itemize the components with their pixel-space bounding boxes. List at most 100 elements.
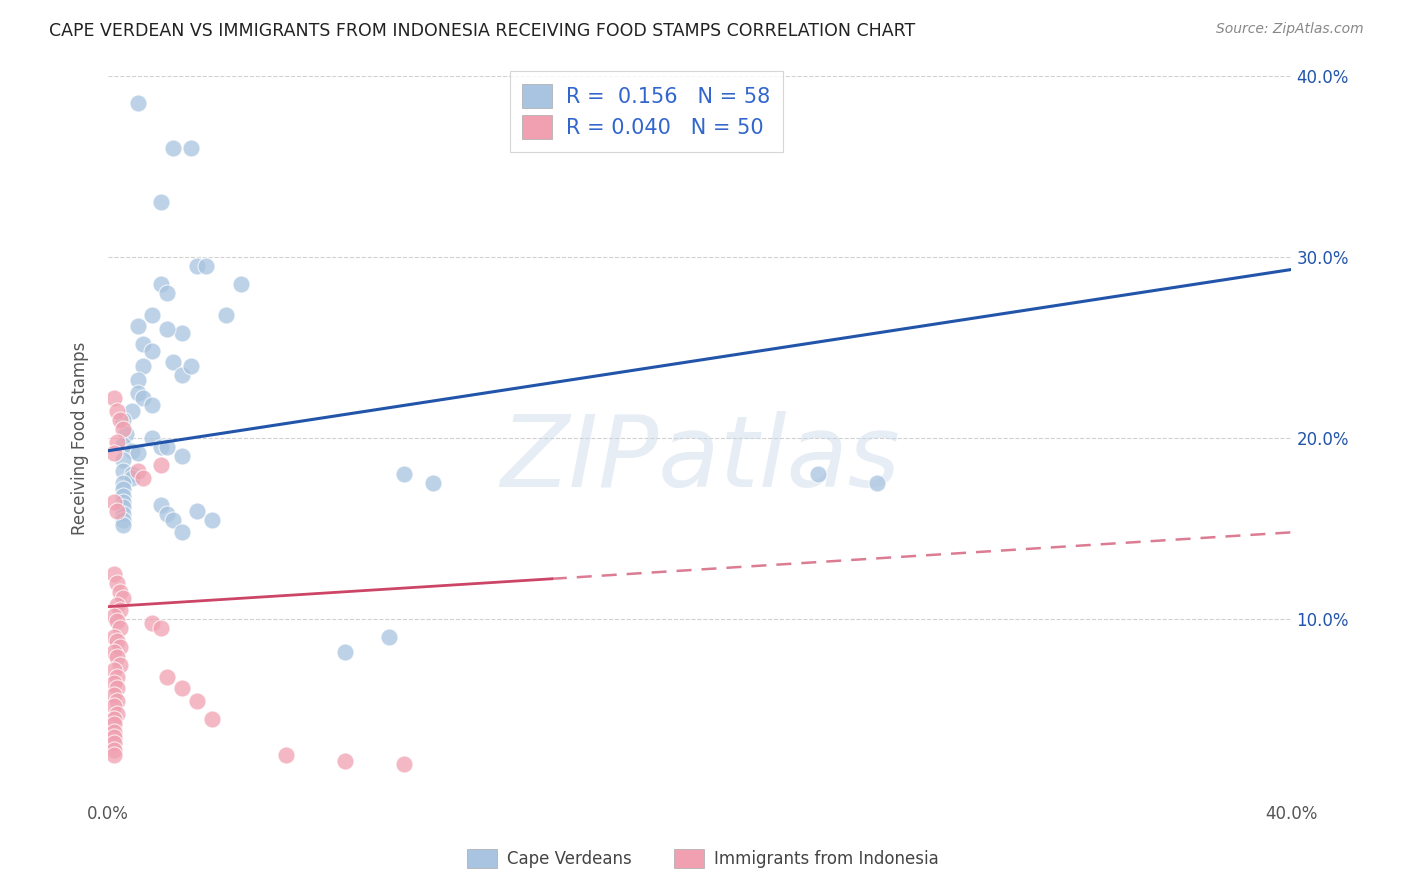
- Point: [378, 631, 401, 645]
- Point: [194, 259, 217, 273]
- Point: [103, 736, 125, 750]
- Point: [150, 277, 173, 291]
- Point: [103, 743, 125, 757]
- Point: [105, 650, 128, 665]
- Point: [170, 368, 193, 382]
- Point: [127, 385, 149, 400]
- Point: [105, 706, 128, 721]
- Point: [105, 670, 128, 684]
- Point: [105, 503, 128, 517]
- Point: [111, 489, 134, 503]
- Point: [150, 498, 173, 512]
- Point: [105, 614, 128, 628]
- Point: [170, 525, 193, 540]
- Point: [111, 422, 134, 436]
- Point: [108, 657, 131, 672]
- Point: [103, 730, 125, 744]
- Point: [127, 464, 149, 478]
- Point: [103, 645, 125, 659]
- Point: [108, 413, 131, 427]
- Point: [103, 699, 125, 714]
- Point: [170, 449, 193, 463]
- Point: [156, 440, 179, 454]
- Point: [121, 404, 143, 418]
- Point: [105, 576, 128, 591]
- Point: [150, 458, 173, 473]
- Point: [111, 438, 134, 452]
- Point: [127, 318, 149, 333]
- Point: [141, 344, 163, 359]
- Point: [141, 615, 163, 630]
- Point: [150, 621, 173, 635]
- Point: [170, 326, 193, 340]
- Point: [103, 608, 125, 623]
- Y-axis label: Receiving Food Stamps: Receiving Food Stamps: [72, 342, 89, 535]
- Point: [111, 500, 134, 514]
- Point: [111, 452, 134, 467]
- Point: [103, 724, 125, 739]
- Point: [866, 476, 889, 491]
- Point: [103, 445, 125, 459]
- Point: [162, 141, 184, 155]
- Point: [132, 336, 155, 351]
- Point: [121, 467, 143, 482]
- Point: [108, 640, 131, 654]
- Point: [150, 440, 173, 454]
- Point: [186, 259, 208, 273]
- Point: [103, 391, 125, 405]
- Point: [103, 712, 125, 726]
- Point: [103, 663, 125, 677]
- Point: [121, 443, 143, 458]
- Point: [121, 471, 143, 485]
- Point: [103, 675, 125, 690]
- Point: [132, 391, 155, 405]
- Point: [186, 503, 208, 517]
- Point: [422, 476, 444, 491]
- Point: [180, 141, 202, 155]
- Point: [150, 195, 173, 210]
- Point: [103, 631, 125, 645]
- Point: [103, 494, 125, 508]
- Point: [162, 513, 184, 527]
- Point: [111, 507, 134, 521]
- Point: [105, 694, 128, 708]
- Point: [111, 482, 134, 496]
- Point: [111, 591, 134, 605]
- Point: [132, 359, 155, 373]
- Point: [103, 748, 125, 763]
- Point: [392, 467, 415, 482]
- Point: [156, 507, 179, 521]
- Point: [186, 694, 208, 708]
- Point: [111, 464, 134, 478]
- Point: [180, 359, 202, 373]
- Legend: R =  0.156   N = 58, R = 0.040   N = 50: R = 0.156 N = 58, R = 0.040 N = 50: [510, 71, 783, 152]
- Point: [807, 467, 830, 482]
- Point: [111, 494, 134, 508]
- Point: [111, 513, 134, 527]
- Point: [127, 95, 149, 110]
- Point: [333, 754, 356, 768]
- Point: [200, 712, 222, 726]
- Point: [105, 598, 128, 612]
- Point: [103, 689, 125, 703]
- Point: [127, 445, 149, 459]
- Point: [156, 286, 179, 301]
- Point: [111, 413, 134, 427]
- Point: [274, 748, 297, 763]
- Point: [141, 308, 163, 322]
- Point: [105, 634, 128, 648]
- Text: ZIPatlas: ZIPatlas: [499, 411, 900, 508]
- Point: [231, 277, 253, 291]
- Point: [127, 373, 149, 387]
- Legend: Cape Verdeans, Immigrants from Indonesia: Cape Verdeans, Immigrants from Indonesia: [461, 843, 945, 875]
- Point: [200, 513, 222, 527]
- Point: [141, 431, 163, 445]
- Text: Source: ZipAtlas.com: Source: ZipAtlas.com: [1216, 22, 1364, 37]
- Point: [111, 518, 134, 533]
- Point: [105, 404, 128, 418]
- Point: [105, 681, 128, 696]
- Point: [114, 427, 136, 442]
- Point: [141, 399, 163, 413]
- Point: [103, 717, 125, 731]
- Point: [333, 645, 356, 659]
